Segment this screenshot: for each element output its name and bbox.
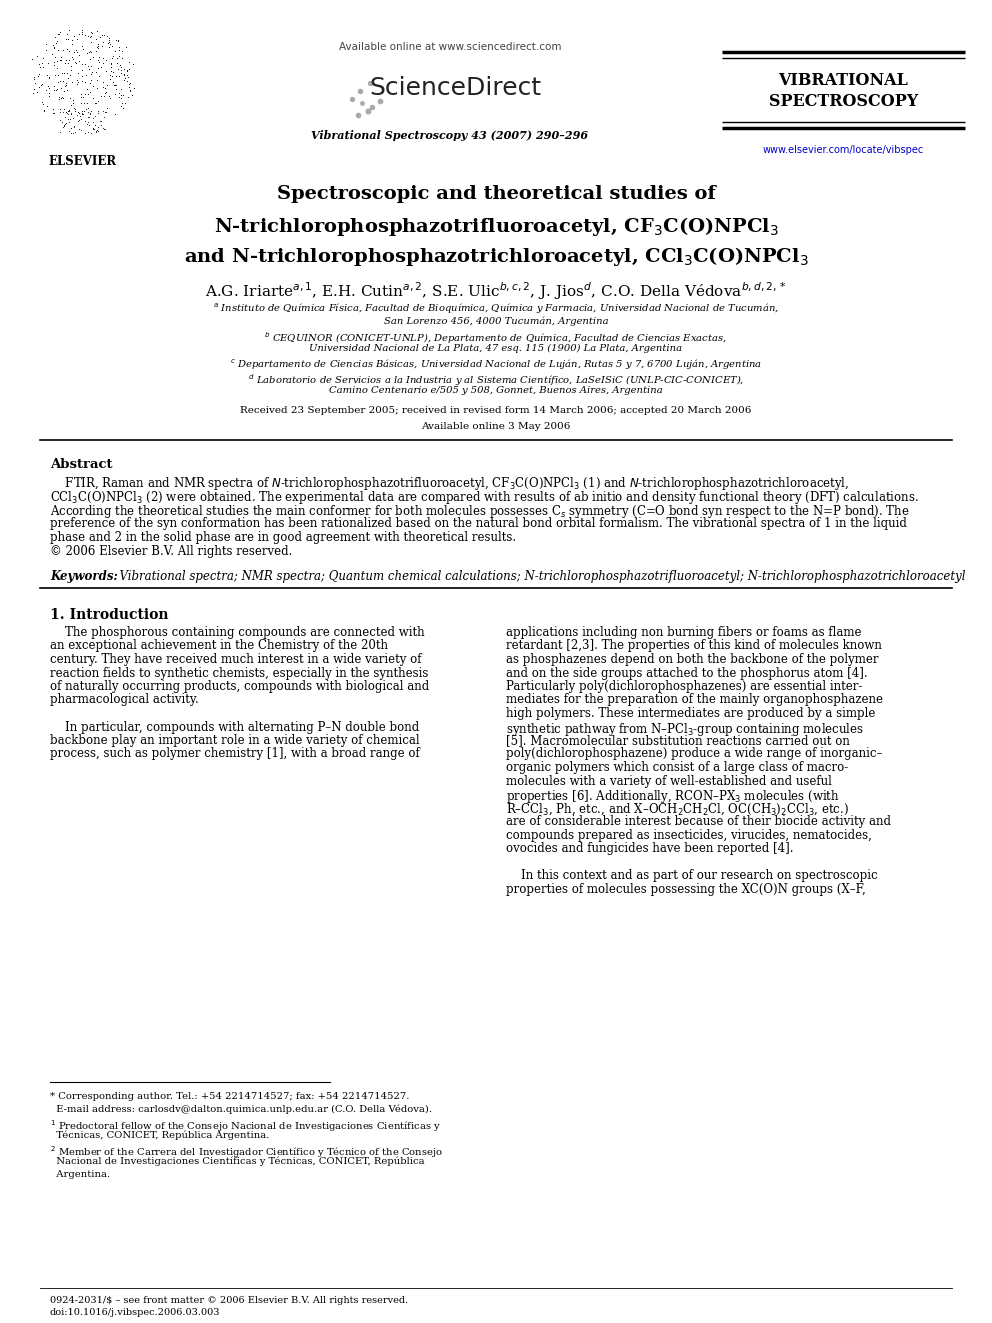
Text: 1. Introduction: 1. Introduction: [50, 609, 169, 622]
Text: and N-trichlorophosphazotrichloroacetyl, CCl$_3$C(O)NPCl$_3$: and N-trichlorophosphazotrichloroacetyl,…: [184, 245, 808, 269]
Text: E-mail address: carlosdv@dalton.quimica.unlp.edu.ar (C.O. Della Védova).: E-mail address: carlosdv@dalton.quimica.…: [50, 1105, 432, 1114]
Text: poly(dichlorophosphazene) produce a wide range of inorganic–: poly(dichlorophosphazene) produce a wide…: [506, 747, 882, 761]
Text: doi:10.1016/j.vibspec.2006.03.003: doi:10.1016/j.vibspec.2006.03.003: [50, 1308, 220, 1316]
Text: and on the side groups attached to the phosphorus atom [4].: and on the side groups attached to the p…: [506, 667, 868, 680]
Text: A.G. Iriarte$^{a,1}$, E.H. Cutin$^{a,2}$, S.E. Ulic$^{b,c,2}$, J. Jios$^{d}$, C.: A.G. Iriarte$^{a,1}$, E.H. Cutin$^{a,2}$…: [205, 280, 787, 302]
Text: www.elsevier.com/locate/vibspec: www.elsevier.com/locate/vibspec: [763, 146, 925, 155]
Text: of naturally occurring products, compounds with biological and: of naturally occurring products, compoun…: [50, 680, 430, 693]
Text: In this context and as part of our research on spectroscopic: In this context and as part of our resea…: [506, 869, 878, 882]
Text: Técnicas, CONICET, República Argentina.: Técnicas, CONICET, República Argentina.: [50, 1131, 270, 1140]
Text: N-trichlorophosphazotrifluoroacetyl, CF$_3$C(O)NPCl$_3$: N-trichlorophosphazotrifluoroacetyl, CF$…: [213, 216, 779, 238]
Text: VIBRATIONAL
SPECTROSCOPY: VIBRATIONAL SPECTROSCOPY: [769, 71, 919, 110]
Text: applications including non burning fibers or foams as flame: applications including non burning fiber…: [506, 626, 861, 639]
Text: properties of molecules possessing the XC(O)N groups (X–F,: properties of molecules possessing the X…: [506, 882, 866, 896]
Text: Argentina.: Argentina.: [50, 1170, 110, 1179]
Text: phase and 2 in the solid phase are in good agreement with theoretical results.: phase and 2 in the solid phase are in go…: [50, 531, 516, 544]
Text: FTIR, Raman and NMR spectra of $N$-trichlorophosphazotrifluoroacetyl, CF$_3$C(O): FTIR, Raman and NMR spectra of $N$-trich…: [50, 475, 849, 492]
Text: Universidad Nacional de La Plata, 47 esq. 115 (1900) La Plata, Argentina: Universidad Nacional de La Plata, 47 esq…: [310, 344, 682, 353]
Text: $^1$ Predoctoral fellow of the Consejo Nacional de Investigaciones Científicas y: $^1$ Predoctoral fellow of the Consejo N…: [50, 1118, 441, 1134]
Text: Keywords:: Keywords:: [50, 570, 118, 583]
Text: Camino Centenario e/505 y 508, Gonnet, Buenos Aires, Argentina: Camino Centenario e/505 y 508, Gonnet, B…: [329, 386, 663, 396]
Text: retardant [2,3]. The properties of this kind of molecules known: retardant [2,3]. The properties of this …: [506, 639, 882, 652]
Text: organic polymers which consist of a large class of macro-: organic polymers which consist of a larg…: [506, 761, 848, 774]
Text: © 2006 Elsevier B.V. All rights reserved.: © 2006 Elsevier B.V. All rights reserved…: [50, 545, 293, 558]
Text: $^{a}$ Instituto de Química Física, Facultad de Bioquímica, Química y Farmacia, : $^{a}$ Instituto de Química Física, Facu…: [213, 302, 779, 316]
Text: $^2$ Member of the Carrera del Investigador Científico y Técnico of the Consejo: $^2$ Member of the Carrera del Investiga…: [50, 1144, 443, 1160]
Text: are of considerable interest because of their biocide activity and: are of considerable interest because of …: [506, 815, 891, 828]
Text: molecules with a variety of well-established and useful: molecules with a variety of well-establi…: [506, 774, 832, 787]
Text: $^{b}$ CEQUINOR (CONICET-UNLP), Departamento de Química, Facultad de Ciencias Ex: $^{b}$ CEQUINOR (CONICET-UNLP), Departam…: [265, 329, 727, 345]
Text: Vibrational Spectroscopy 43 (2007) 290–296: Vibrational Spectroscopy 43 (2007) 290–2…: [311, 130, 588, 142]
Text: Vibrational spectra; NMR spectra; Quantum chemical calculations; N-trichlorophos: Vibrational spectra; NMR spectra; Quantu…: [112, 570, 965, 583]
Text: an exceptional achievement in the Chemistry of the 20th: an exceptional achievement in the Chemis…: [50, 639, 388, 652]
Text: Nacional de Investigaciones Científicas y Técnicas, CONICET, República: Nacional de Investigaciones Científicas …: [50, 1158, 425, 1167]
Text: $^{d}$ Laboratorio de Servicios a la Industria y al Sistema Científico, LaSeISiC: $^{d}$ Laboratorio de Servicios a la Ind…: [248, 372, 744, 388]
Bar: [25, 25, 140, 140]
Text: mediates for the preparation of the mainly organophosphazene: mediates for the preparation of the main…: [506, 693, 883, 706]
Text: CCl$_3$C(O)NPCl$_3$ (2) were obtained. The experimental data are compared with r: CCl$_3$C(O)NPCl$_3$ (2) were obtained. T…: [50, 490, 919, 505]
Text: * Corresponding author. Tel.: +54 2214714527; fax: +54 2214714527.: * Corresponding author. Tel.: +54 221471…: [50, 1091, 410, 1101]
Text: preference of the syn conformation has been rationalized based on the natural bo: preference of the syn conformation has b…: [50, 517, 907, 531]
Text: high polymers. These intermediates are produced by a simple: high polymers. These intermediates are p…: [506, 706, 875, 720]
Text: $^{c}$ Departamento de Ciencias Básicas, Universidad Nacional de Luján, Rutas 5 : $^{c}$ Departamento de Ciencias Básicas,…: [230, 359, 762, 372]
Text: R–CCl$_3$, Ph, etc., and X–OCH$_2$CH$_2$Cl, OC(CH$_3$)$_2$CCl$_3$, etc.): R–CCl$_3$, Ph, etc., and X–OCH$_2$CH$_2$…: [506, 802, 849, 818]
Text: Received 23 September 2005; received in revised form 14 March 2006; accepted 20 : Received 23 September 2005; received in …: [240, 406, 752, 415]
Text: Particularly poly(dichlorophosphazenes) are essential inter-: Particularly poly(dichlorophosphazenes) …: [506, 680, 862, 693]
Text: Spectroscopic and theoretical studies of: Spectroscopic and theoretical studies of: [277, 185, 715, 202]
Text: synthetic pathway from N–PCl$_3$-group containing molecules: synthetic pathway from N–PCl$_3$-group c…: [506, 721, 864, 737]
Text: 0924-2031/$ – see front matter © 2006 Elsevier B.V. All rights reserved.: 0924-2031/$ – see front matter © 2006 El…: [50, 1297, 409, 1304]
Text: In particular, compounds with alternating P–N double bond: In particular, compounds with alternatin…: [50, 721, 420, 733]
Text: ScienceDirect: ScienceDirect: [369, 75, 541, 101]
Text: backbone play an important role in a wide variety of chemical: backbone play an important role in a wid…: [50, 734, 420, 747]
Text: century. They have received much interest in a wide variety of: century. They have received much interes…: [50, 654, 422, 665]
Text: compounds prepared as insecticides, virucides, nematocides,: compounds prepared as insecticides, viru…: [506, 828, 872, 841]
Text: San Lorenzo 456, 4000 Tucumán, Argentina: San Lorenzo 456, 4000 Tucumán, Argentina: [384, 316, 608, 325]
Text: ovocides and fungicides have been reported [4].: ovocides and fungicides have been report…: [506, 841, 794, 855]
Text: Abstract: Abstract: [50, 458, 112, 471]
Text: Available online at www.sciencedirect.com: Available online at www.sciencedirect.co…: [338, 42, 561, 52]
Text: According the theoretical studies the main conformer for both molecules possesse: According the theoretical studies the ma…: [50, 503, 910, 520]
Text: ELSEVIER: ELSEVIER: [49, 155, 117, 168]
Text: reaction fields to synthetic chemists, especially in the synthesis: reaction fields to synthetic chemists, e…: [50, 667, 429, 680]
Text: process, such as polymer chemistry [1], with a broad range of: process, such as polymer chemistry [1], …: [50, 747, 420, 761]
Text: as phosphazenes depend on both the backbone of the polymer: as phosphazenes depend on both the backb…: [506, 654, 879, 665]
Text: [5]. Macromolecular substitution reactions carried out on: [5]. Macromolecular substitution reactio…: [506, 734, 850, 747]
Text: properties [6]. Additionally, RCON–PX$_3$ molecules (with: properties [6]. Additionally, RCON–PX$_3…: [506, 789, 840, 804]
Text: pharmacological activity.: pharmacological activity.: [50, 693, 198, 706]
Text: Available online 3 May 2006: Available online 3 May 2006: [422, 422, 570, 431]
Text: The phosphorous containing compounds are connected with: The phosphorous containing compounds are…: [50, 626, 425, 639]
